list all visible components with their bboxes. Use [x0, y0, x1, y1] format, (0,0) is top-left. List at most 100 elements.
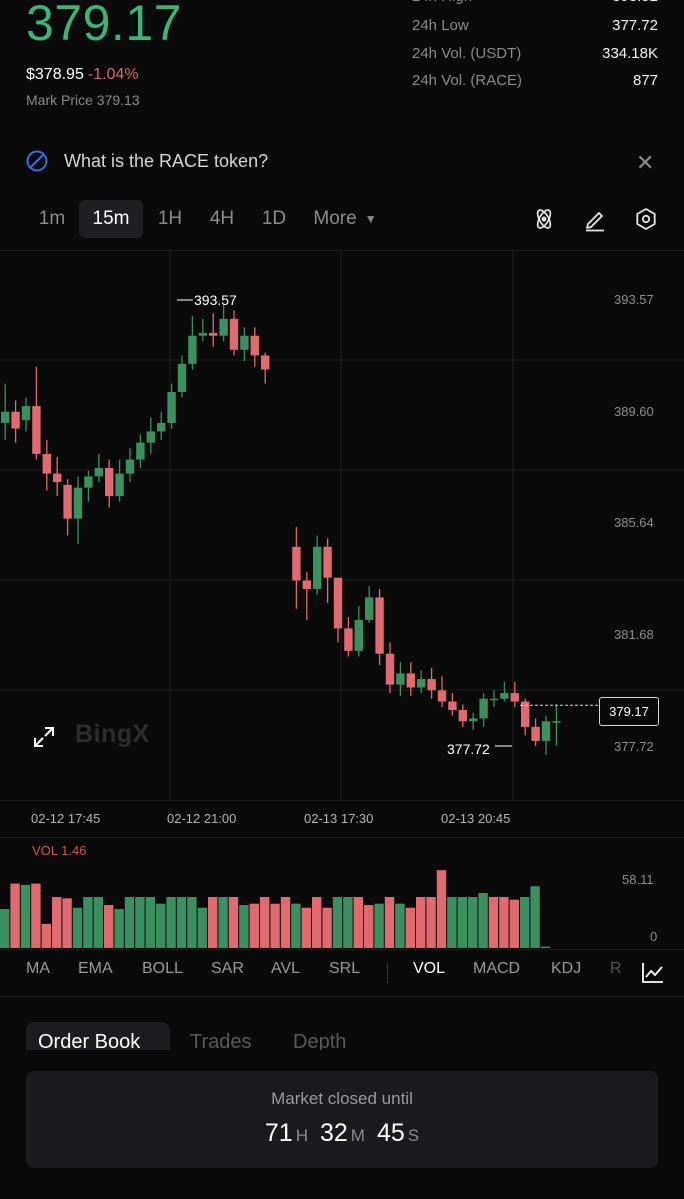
timeframe-15m[interactable]: 15m [79, 200, 143, 238]
volume-bar [291, 903, 301, 948]
caret-down-icon: ▼ [364, 212, 377, 226]
volume-bar [520, 896, 530, 948]
countdown-seconds: 45 [376, 1119, 405, 1147]
candle-body [209, 332, 218, 336]
volume-bar [301, 907, 311, 948]
volume-bar [156, 903, 166, 948]
volume-bar [83, 896, 93, 948]
volume-bar [468, 896, 478, 948]
candle-body [354, 619, 363, 651]
candle-body [21, 406, 31, 421]
volume-bar [374, 903, 384, 948]
candle-body [94, 467, 103, 477]
countdown-minutes: 32 [319, 1119, 348, 1147]
timeframe-4h[interactable]: 4H [209, 208, 235, 229]
candle-body [63, 484, 72, 519]
candle-body [385, 653, 395, 685]
candle-body [323, 546, 332, 578]
candle-body [136, 442, 145, 460]
volume-bar [52, 896, 62, 948]
volume-bar [280, 896, 291, 948]
price-axis-label: 381.68 [614, 627, 654, 642]
indicator-separator [387, 963, 388, 983]
candle-body [458, 709, 467, 722]
indicator-macd[interactable]: MACD [473, 960, 521, 977]
hours-unit: H [295, 1126, 308, 1145]
volume-bar [20, 884, 31, 948]
volume-bar [31, 883, 41, 948]
indicator-ema[interactable]: EMA [78, 960, 113, 977]
seconds-unit: S [407, 1126, 420, 1145]
indicator-kdj[interactable]: KDJ [551, 960, 582, 977]
settings-icon[interactable] [633, 206, 659, 232]
countdown-timer: 71 H 32 M 45 S [26, 1119, 658, 1148]
expand-chart-icon[interactable] [31, 724, 57, 750]
candle-body [11, 411, 20, 429]
timeframe-1m[interactable]: 1m [38, 208, 66, 229]
candle-body [427, 679, 436, 691]
volume-bar [426, 896, 436, 948]
candle-body [157, 422, 166, 432]
candle-body [32, 406, 41, 454]
candle-body [417, 679, 426, 688]
volume-bar [353, 896, 363, 948]
timeframe-1h[interactable]: 1H [157, 208, 183, 229]
candle-body [115, 473, 124, 497]
price-axis-label: 393.57 [614, 292, 654, 307]
stat-low: 24h Low 377.72 [412, 17, 658, 34]
volume-bar [218, 896, 228, 948]
volume-bar [239, 905, 249, 948]
high-marker-label: 393.57 [194, 292, 237, 308]
volume-bar [249, 903, 259, 948]
indicator-sar[interactable]: SAR [211, 960, 244, 977]
indicator-ma[interactable]: MA [26, 960, 50, 977]
indicator-srl[interactable]: SRL [329, 960, 361, 977]
volume-bar [457, 896, 467, 948]
volume-bar [166, 896, 176, 948]
candle-body [313, 546, 322, 589]
volume-bar [499, 896, 509, 948]
book-tabs: Order Book Trades Depth [0, 1010, 684, 1050]
candle-body [292, 546, 301, 581]
volume-bar [447, 896, 457, 948]
tab-trades[interactable]: Trades [190, 1031, 252, 1050]
volume-bar [41, 923, 51, 948]
indicator-r[interactable]: R [610, 960, 622, 977]
draw-icon[interactable] [582, 206, 608, 232]
indicator-chart-toggle[interactable] [622, 950, 684, 996]
watermark-logo: BingX [75, 720, 150, 748]
indicator-avl[interactable]: AVL [271, 960, 301, 977]
volume-bar [322, 907, 332, 948]
candle-body [365, 597, 374, 620]
volume-bar [93, 896, 103, 948]
candle-body [167, 392, 176, 423]
volume-bar [332, 896, 343, 948]
usd-price: $378.95 [26, 66, 84, 83]
close-icon[interactable]: ✕ [636, 150, 655, 175]
candle-body [198, 332, 207, 336]
indicators-icon[interactable] [531, 206, 557, 232]
price-chart[interactable] [0, 250, 684, 800]
volume-bar [62, 898, 72, 948]
candle-body [105, 467, 114, 497]
timeframe-1d[interactable]: 1D [261, 208, 287, 229]
volume-bar [405, 907, 415, 948]
tab-depth[interactable]: Depth [293, 1031, 347, 1050]
candle-body [302, 580, 311, 589]
candle-body [53, 473, 62, 483]
indicator-boll[interactable]: BOLL [142, 960, 183, 977]
divider [0, 250, 684, 251]
change-percent: -1.04% [87, 66, 139, 83]
candle-body [396, 673, 405, 685]
indicator-vol[interactable]: VOL [413, 960, 446, 977]
low-marker-label: 377.72 [447, 741, 490, 757]
tab-order-book[interactable]: Order Book [38, 1031, 141, 1050]
volume-bar [312, 896, 322, 948]
minutes-unit: M [350, 1126, 365, 1145]
volume-bar [208, 896, 218, 948]
volume-bar [478, 892, 488, 948]
timeframe-more[interactable]: More ▼ [304, 200, 386, 238]
volume-label: VOL 1.46 [32, 843, 87, 858]
candle-body [469, 718, 478, 722]
token-info-banner[interactable]: What is the RACE token? ✕ [0, 140, 684, 184]
